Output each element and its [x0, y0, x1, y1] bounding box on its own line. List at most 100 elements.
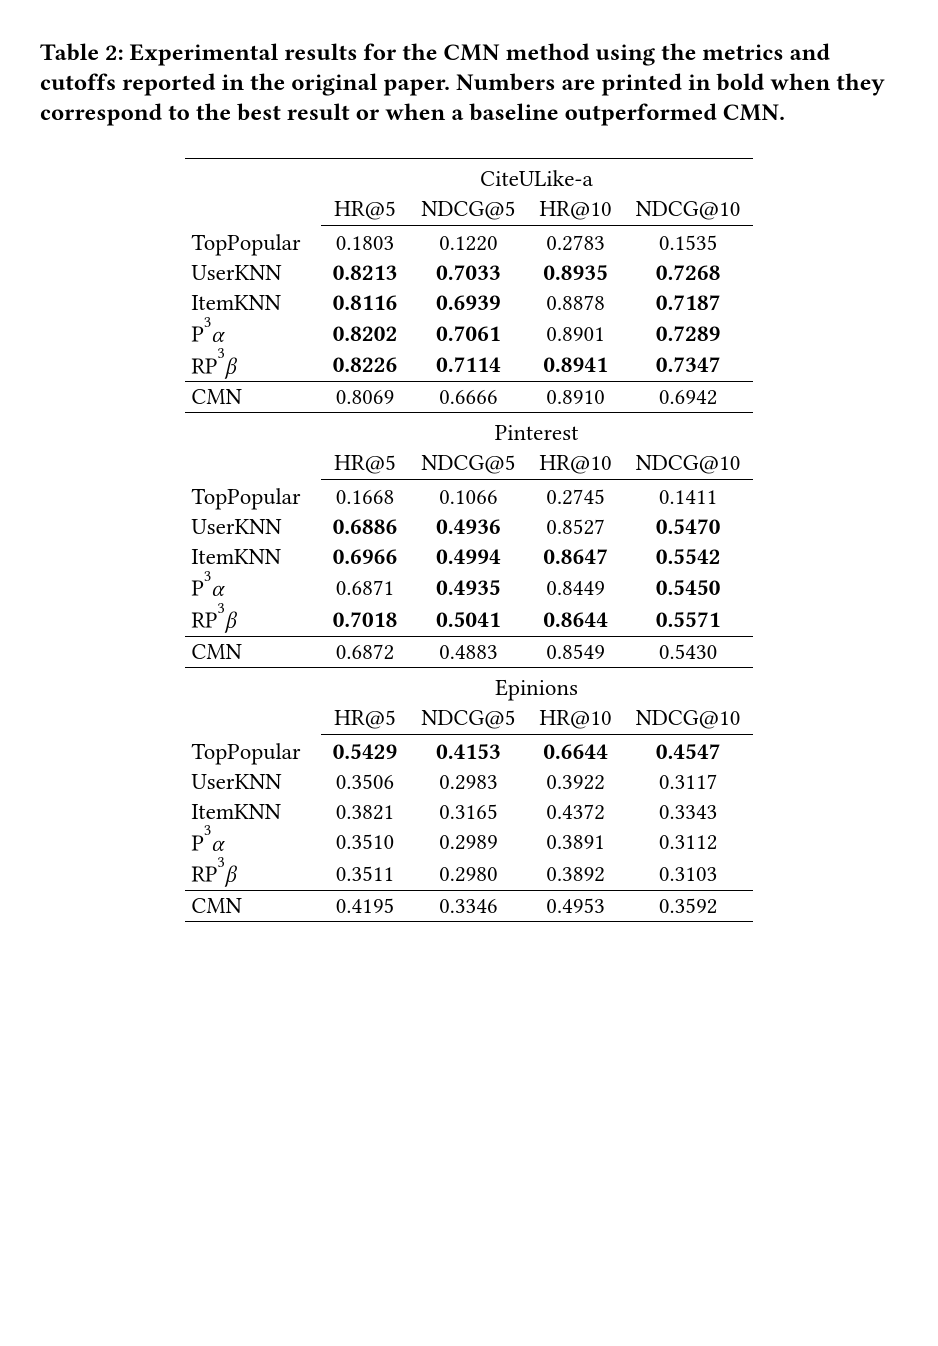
column-header: HR@10 [527, 703, 623, 735]
value-cell: 0.5542 [624, 542, 753, 572]
value-cell: 0.1220 [409, 228, 527, 258]
column-header: HR@10 [527, 448, 623, 480]
value-cell: 0.7289 [624, 318, 753, 350]
blank-cell [185, 703, 320, 735]
value-cell: 0.4994 [409, 542, 527, 572]
row-label-toppopular: TopPopular [185, 482, 320, 512]
value-cell: 0.8910 [527, 382, 623, 413]
value-cell: 0.4936 [409, 512, 527, 542]
row-label-rp3b: RP3β [185, 604, 320, 636]
value-cell: 0.6966 [321, 542, 410, 572]
value-cell: 0.8901 [527, 318, 623, 350]
row-label-p3a: P3α [185, 827, 320, 859]
column-header: NDCG@5 [409, 448, 527, 480]
value-cell: 0.1411 [624, 482, 753, 512]
value-cell: 0.7187 [624, 288, 753, 318]
value-cell: 0.8941 [527, 350, 623, 382]
value-cell: 0.7033 [409, 258, 527, 288]
value-cell: 0.3891 [527, 827, 623, 859]
value-cell: 0.4195 [321, 890, 410, 921]
row-label-rp3b: RP3β [185, 350, 320, 382]
rule-cell [185, 921, 320, 922]
value-cell: 0.3346 [409, 890, 527, 921]
rule-cell [409, 921, 527, 922]
value-cell: 0.1066 [409, 482, 527, 512]
row-label-userknn: UserKNN [185, 512, 320, 542]
value-cell: 0.8878 [527, 288, 623, 318]
dataset-name: CiteULike-a [321, 159, 753, 195]
blank-cell [185, 194, 320, 226]
column-header: HR@5 [321, 703, 410, 735]
value-cell: 0.6942 [624, 382, 753, 413]
column-header: NDCG@5 [409, 703, 527, 735]
value-cell: 0.1668 [321, 482, 410, 512]
value-cell: 0.4153 [409, 737, 527, 767]
blank-cell [185, 159, 320, 195]
table-caption: Table 2: Experimental results for the CM… [40, 38, 898, 128]
value-cell: 0.6939 [409, 288, 527, 318]
value-cell: 0.8549 [527, 636, 623, 667]
row-label-p3a: P3α [185, 572, 320, 604]
results-table: CiteULike-aHR@5NDCG@5HR@10NDCG@10TopPopu… [185, 158, 752, 922]
value-cell: 0.2783 [527, 228, 623, 258]
row-label-userknn: UserKNN [185, 258, 320, 288]
value-cell: 0.8202 [321, 318, 410, 350]
value-cell: 0.3343 [624, 797, 753, 827]
value-cell: 0.4953 [527, 890, 623, 921]
value-cell: 0.7061 [409, 318, 527, 350]
dataset-name: Pinterest [321, 413, 753, 449]
value-cell: 0.5450 [624, 572, 753, 604]
value-cell: 0.2745 [527, 482, 623, 512]
value-cell: 0.5041 [409, 604, 527, 636]
value-cell: 0.5470 [624, 512, 753, 542]
value-cell: 0.2989 [409, 827, 527, 859]
value-cell: 0.2983 [409, 767, 527, 797]
row-label-rp3b: RP3β [185, 858, 320, 890]
value-cell: 0.8226 [321, 350, 410, 382]
column-header: NDCG@10 [624, 448, 753, 480]
value-cell: 0.2980 [409, 858, 527, 890]
value-cell: 0.1803 [321, 228, 410, 258]
value-cell: 0.3821 [321, 797, 410, 827]
value-cell: 0.8213 [321, 258, 410, 288]
value-cell: 0.8449 [527, 572, 623, 604]
value-cell: 0.3117 [624, 767, 753, 797]
value-cell: 0.6886 [321, 512, 410, 542]
column-header: NDCG@10 [624, 703, 753, 735]
value-cell: 0.6666 [409, 382, 527, 413]
dataset-name: Epinions [321, 667, 753, 703]
value-cell: 0.6872 [321, 636, 410, 667]
value-cell: 0.3165 [409, 797, 527, 827]
value-cell: 0.3592 [624, 890, 753, 921]
value-cell: 0.5429 [321, 737, 410, 767]
value-cell: 0.4883 [409, 636, 527, 667]
value-cell: 0.7018 [321, 604, 410, 636]
value-cell: 0.8647 [527, 542, 623, 572]
value-cell: 0.6644 [527, 737, 623, 767]
row-label-p3a: P3α [185, 318, 320, 350]
row-label-toppopular: TopPopular [185, 737, 320, 767]
row-label-cmn: CMN [185, 890, 320, 921]
value-cell: 0.3112 [624, 827, 753, 859]
column-header: HR@5 [321, 194, 410, 226]
value-cell: 0.3922 [527, 767, 623, 797]
blank-cell [185, 413, 320, 449]
value-cell: 0.3103 [624, 858, 753, 890]
value-cell: 0.7114 [409, 350, 527, 382]
value-cell: 0.3506 [321, 767, 410, 797]
column-header: NDCG@5 [409, 194, 527, 226]
column-header: NDCG@10 [624, 194, 753, 226]
row-label-toppopular: TopPopular [185, 228, 320, 258]
value-cell: 0.8935 [527, 258, 623, 288]
value-cell: 0.8116 [321, 288, 410, 318]
row-label-cmn: CMN [185, 636, 320, 667]
column-header: HR@5 [321, 448, 410, 480]
value-cell: 0.8644 [527, 604, 623, 636]
value-cell: 0.5430 [624, 636, 753, 667]
value-cell: 0.3892 [527, 858, 623, 890]
value-cell: 0.7268 [624, 258, 753, 288]
value-cell: 0.4372 [527, 797, 623, 827]
blank-cell [185, 448, 320, 480]
value-cell: 0.8069 [321, 382, 410, 413]
value-cell: 0.3511 [321, 858, 410, 890]
